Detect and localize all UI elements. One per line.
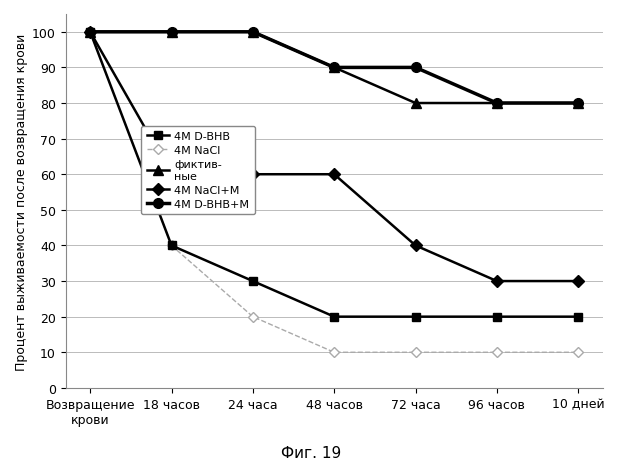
4M D-BHB (493, 314, 501, 320)
4M D-BHB (575, 314, 582, 320)
фиктив-
ные (412, 101, 419, 106)
4M D-BHB+M (330, 66, 338, 71)
4M NaCl (330, 350, 338, 355)
4M D-BHB+M (575, 101, 582, 106)
фиктив-
ные (330, 66, 338, 71)
фиктив-
ные (249, 30, 256, 35)
Line: 4M D-BHB+M: 4M D-BHB+M (85, 28, 583, 109)
4M NaCl (168, 243, 175, 249)
4M NaCl+M (412, 243, 419, 249)
4M NaCl+M (86, 30, 94, 35)
фиктив-
ные (168, 30, 175, 35)
4M D-BHB+M (168, 30, 175, 35)
4M D-BHB (412, 314, 419, 320)
фиктив-
ные (575, 101, 582, 106)
4M NaCl (493, 350, 501, 355)
4M NaCl (86, 30, 94, 35)
Line: 4M NaCl: 4M NaCl (86, 29, 582, 356)
4M NaCl+M (493, 279, 501, 284)
4M D-BHB+M (86, 30, 94, 35)
Text: Фиг. 19: Фиг. 19 (281, 445, 341, 459)
4M NaCl+M (575, 279, 582, 284)
4M NaCl (575, 350, 582, 355)
4M D-BHB (168, 243, 175, 249)
4M NaCl (412, 350, 419, 355)
4M NaCl+M (330, 172, 338, 178)
Line: 4M D-BHB: 4M D-BHB (86, 28, 582, 321)
4M D-BHB+M (249, 30, 256, 35)
Y-axis label: Процент выживаемости после возвращения крови: Процент выживаемости после возвращения к… (15, 33, 28, 370)
4M D-BHB (249, 279, 256, 284)
4M NaCl (249, 314, 256, 320)
4M D-BHB+M (493, 101, 501, 106)
фиктив-
ные (86, 30, 94, 35)
Line: 4M NaCl+M: 4M NaCl+M (86, 28, 582, 285)
4M D-BHB (86, 30, 94, 35)
фиктив-
ные (493, 101, 501, 106)
Legend: 4M D-BHB, 4M NaCl, фиктив-
ные, 4M NaCl+M, 4M D-BHB+M: 4M D-BHB, 4M NaCl, фиктив- ные, 4M NaCl+… (141, 127, 255, 215)
4M NaCl+M (168, 172, 175, 178)
4M D-BHB+M (412, 66, 419, 71)
Line: фиктив-
ные: фиктив- ные (85, 28, 583, 109)
4M NaCl+M (249, 172, 256, 178)
4M D-BHB (330, 314, 338, 320)
